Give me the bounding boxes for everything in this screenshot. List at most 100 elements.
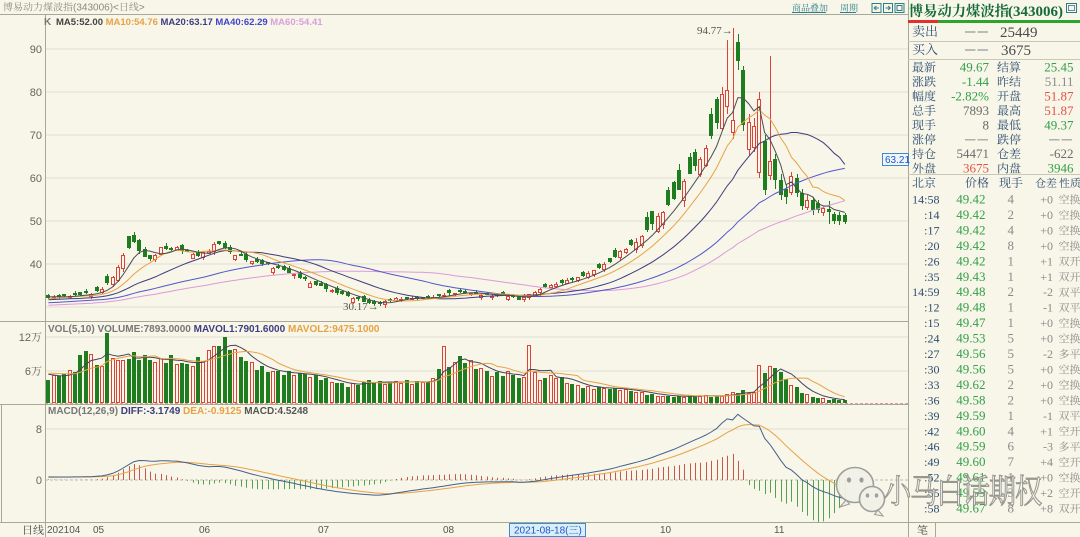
- svg-text:-1: -1: [1043, 301, 1053, 315]
- svg-text:MACD(12,26,9): MACD(12,26,9): [48, 406, 121, 417]
- svg-text:+4: +4: [1040, 455, 1053, 469]
- svg-text::17: :17: [924, 223, 939, 237]
- svg-text:49.67: 49.67: [956, 501, 986, 516]
- svg-text:-3: -3: [1043, 440, 1053, 454]
- svg-text:1: 1: [1008, 408, 1015, 423]
- svg-text:5: 5: [1008, 331, 1015, 346]
- svg-text:VOL(5,10) VOLUME:7893.0000: VOL(5,10) VOLUME:7893.0000: [48, 324, 194, 335]
- svg-text:MA5:52.00: MA5:52.00: [56, 17, 106, 28]
- svg-text::36: :36: [924, 393, 939, 407]
- svg-text::15: :15: [924, 316, 939, 330]
- svg-text:80: 80: [30, 87, 42, 99]
- svg-text:-1.44: -1.44: [962, 74, 990, 89]
- svg-text:202104: 202104: [47, 525, 81, 536]
- svg-text::30: :30: [924, 362, 939, 376]
- svg-text:4: 4: [1008, 222, 1015, 237]
- svg-text:MACD:4.5248: MACD:4.5248: [244, 406, 308, 417]
- svg-text::14: :14: [924, 208, 939, 222]
- svg-text:6: 6: [1008, 439, 1015, 454]
- svg-text::12: :12: [924, 301, 939, 315]
- svg-text:6: 6: [25, 366, 31, 378]
- svg-text::35: :35: [924, 270, 939, 284]
- svg-text:49.62: 49.62: [956, 377, 985, 392]
- svg-text:0: 0: [36, 475, 42, 487]
- svg-text:51.11: 51.11: [1045, 74, 1074, 89]
- svg-text:49.59: 49.59: [956, 439, 985, 454]
- svg-text:49.53: 49.53: [956, 331, 985, 346]
- svg-text:60: 60: [30, 173, 42, 185]
- svg-text:8: 8: [36, 424, 42, 436]
- svg-text:DEA:-0.9125: DEA:-0.9125: [183, 406, 244, 417]
- svg-text:MA40:62.29: MA40:62.29: [215, 17, 270, 28]
- svg-text:(343006)<: (343006)<: [73, 3, 119, 14]
- svg-text:49.59: 49.59: [956, 485, 985, 500]
- svg-text:+0: +0: [1040, 332, 1053, 346]
- svg-text:11: 11: [774, 525, 785, 536]
- svg-text:8: 8: [1008, 501, 1015, 516]
- svg-text:49.42: 49.42: [956, 238, 985, 253]
- svg-text:1: 1: [1008, 300, 1015, 315]
- svg-text:51.87: 51.87: [1044, 88, 1074, 103]
- svg-text:49.61: 49.61: [956, 470, 985, 485]
- svg-text:4: 4: [1008, 192, 1015, 207]
- svg-text:MA60:54.41: MA60:54.41: [270, 17, 323, 28]
- svg-text:49.37: 49.37: [1044, 117, 1074, 132]
- svg-text:MA20:63.17: MA20:63.17: [161, 17, 216, 28]
- svg-text:7893: 7893: [963, 103, 989, 118]
- svg-text:08: 08: [443, 525, 455, 536]
- svg-text::55: :55: [924, 486, 939, 500]
- svg-text:K: K: [44, 17, 54, 28]
- svg-text::46: :46: [924, 440, 939, 454]
- svg-text:+1: +1: [1040, 254, 1053, 268]
- svg-text:07: 07: [318, 525, 330, 536]
- svg-text:3675: 3675: [1001, 43, 1031, 59]
- svg-text:1: 1: [1008, 315, 1015, 330]
- svg-text:3675: 3675: [963, 161, 989, 176]
- svg-text:+0: +0: [1040, 362, 1053, 376]
- svg-text:8: 8: [1008, 238, 1015, 253]
- svg-text:10: 10: [660, 525, 672, 536]
- svg-text:2: 2: [1008, 284, 1015, 299]
- svg-text:+0: +0: [1040, 193, 1053, 207]
- svg-text:49.42: 49.42: [956, 253, 985, 268]
- svg-text:5: 5: [1008, 346, 1015, 361]
- svg-text:+0: +0: [1040, 471, 1053, 485]
- svg-text:49.59: 49.59: [956, 408, 985, 423]
- svg-text:50: 50: [30, 216, 42, 228]
- svg-text:MAVOL2:9475.1000: MAVOL2:9475.1000: [288, 324, 380, 335]
- svg-text:49.42: 49.42: [956, 222, 985, 237]
- svg-text:3946: 3946: [1048, 161, 1075, 176]
- svg-text:7: 7: [1008, 454, 1015, 469]
- svg-text::26: :26: [924, 254, 939, 268]
- svg-text:63.21: 63.21: [885, 155, 910, 166]
- svg-text:MAVOL1:7901.6000: MAVOL1:7901.6000: [194, 324, 288, 335]
- svg-text:49.60: 49.60: [956, 423, 985, 438]
- svg-text:(343006): (343006): [1008, 4, 1063, 20]
- svg-text:94.77→: 94.77→: [697, 25, 733, 37]
- svg-text:25.45: 25.45: [1044, 60, 1073, 75]
- svg-text:MA10:54.76: MA10:54.76: [106, 17, 161, 28]
- svg-text:1: 1: [1008, 269, 1015, 284]
- svg-text:12: 12: [19, 332, 31, 344]
- svg-text:2: 2: [1008, 207, 1015, 222]
- svg-text::24: :24: [924, 332, 939, 346]
- svg-text:49.58: 49.58: [956, 392, 985, 407]
- svg-text::33: :33: [924, 378, 939, 392]
- svg-text:05: 05: [93, 525, 105, 536]
- svg-text:+0: +0: [1040, 239, 1053, 253]
- svg-text:+0: +0: [1040, 393, 1053, 407]
- svg-text::27: :27: [924, 347, 939, 361]
- svg-text:70: 70: [30, 130, 42, 142]
- svg-text:+1: +1: [1040, 270, 1053, 284]
- svg-text:>: >: [139, 3, 145, 14]
- svg-text:+1: +1: [1040, 424, 1053, 438]
- svg-text:-1: -1: [1043, 409, 1053, 423]
- svg-text:49.56: 49.56: [956, 346, 986, 361]
- svg-text:49.48: 49.48: [956, 300, 985, 315]
- svg-text:25449: 25449: [1000, 25, 1038, 41]
- svg-text:2: 2: [1008, 392, 1015, 407]
- svg-text:49.47: 49.47: [956, 315, 986, 330]
- svg-text:49.56: 49.56: [956, 361, 986, 376]
- svg-text:49.43: 49.43: [956, 269, 985, 284]
- svg-text:+0: +0: [1040, 316, 1053, 330]
